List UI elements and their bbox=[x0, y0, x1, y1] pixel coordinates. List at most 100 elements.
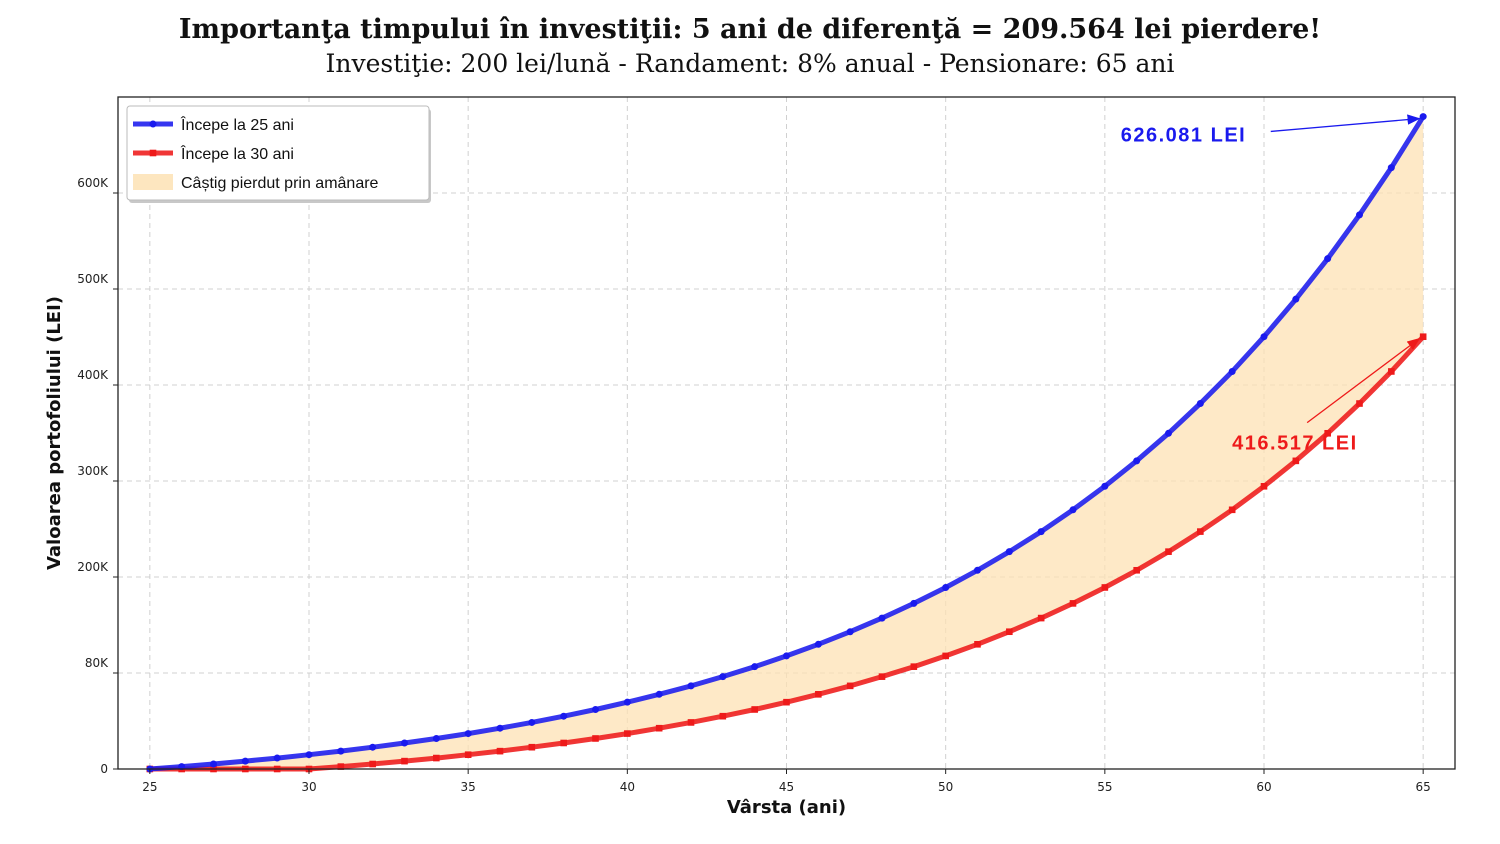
series-1-point bbox=[1196, 400, 1204, 408]
series-1-point bbox=[655, 690, 663, 698]
annotations: 626.081 LEI 416.517 LEI bbox=[1121, 114, 1421, 455]
series-1-point bbox=[910, 599, 918, 607]
series-2-point bbox=[815, 691, 822, 698]
series-2-point bbox=[942, 652, 949, 660]
x-tick-label: 55 bbox=[1097, 780, 1112, 794]
series-1-point bbox=[241, 757, 249, 765]
series-1-point bbox=[1260, 333, 1268, 341]
x-axis-label: Vârsta (ani) bbox=[727, 797, 846, 818]
y-tick-label: 500K bbox=[77, 272, 109, 286]
series-1-point bbox=[401, 739, 408, 747]
series-1-point bbox=[369, 743, 377, 751]
annotation-arrow-1 bbox=[1270, 114, 1421, 133]
series-2-point bbox=[1260, 482, 1268, 490]
series-2-point bbox=[910, 663, 918, 670]
y-tick-label: 0 bbox=[100, 762, 108, 776]
annotation-arrow-2 bbox=[1306, 337, 1421, 424]
series-1-point bbox=[1037, 528, 1045, 536]
legend: Începe la 25 ani Începe la 30 ani Câștig p… bbox=[126, 105, 431, 203]
series-1-point bbox=[210, 760, 217, 768]
series-1-point bbox=[337, 747, 345, 755]
series-2-point bbox=[1228, 506, 1236, 514]
series-1-point bbox=[623, 698, 631, 706]
x-tick-label: 65 bbox=[1416, 780, 1431, 794]
series-2-point bbox=[1165, 548, 1172, 555]
y-tick-label: 80K bbox=[85, 656, 109, 670]
annotation-label-2: 416.517 LEI bbox=[1232, 433, 1357, 455]
x-tick-label: 25 bbox=[142, 780, 157, 794]
chart-subtitle: Investiţie: 200 lei/lună - Randament: 8%… bbox=[325, 49, 1175, 78]
x-tick-label: 30 bbox=[301, 780, 316, 794]
series-1-point bbox=[1005, 548, 1013, 556]
series-layer bbox=[146, 113, 1427, 773]
axes: 25 30 35 40 45 50 55 60 65 0 80K 200K 300K 400K 500K 60… bbox=[44, 96, 1456, 818]
series-1-point bbox=[305, 751, 313, 759]
series-1-point bbox=[496, 724, 504, 732]
series-2-point bbox=[1069, 600, 1077, 607]
legend-fill-swatch bbox=[133, 174, 173, 190]
series-1-point bbox=[560, 712, 568, 720]
series-1-point bbox=[783, 652, 790, 660]
series-2-point bbox=[1101, 584, 1109, 591]
series-1-point bbox=[1356, 211, 1363, 219]
series-2-point bbox=[1388, 368, 1395, 375]
series-2-point bbox=[560, 739, 567, 747]
series-2-point bbox=[592, 735, 599, 742]
series-1-point bbox=[814, 640, 822, 648]
legend-series-1-marker bbox=[149, 120, 157, 128]
series-1-point bbox=[1419, 113, 1427, 121]
series-1-point bbox=[878, 614, 886, 622]
fill-area-layer bbox=[149, 116, 1424, 770]
series-1-point bbox=[974, 566, 981, 574]
series-1-point bbox=[1165, 429, 1172, 437]
series-2-point bbox=[1197, 528, 1204, 535]
series-2-point bbox=[369, 760, 376, 768]
series-2-point bbox=[337, 763, 345, 770]
series-1-point bbox=[1324, 255, 1332, 263]
series-1-point bbox=[1228, 367, 1236, 375]
series-1-point bbox=[846, 628, 854, 636]
annotation-label-1: 626.081 LEI bbox=[1121, 124, 1246, 146]
x-tick-label: 40 bbox=[620, 780, 635, 794]
series-1-point bbox=[1101, 482, 1109, 490]
series-2-point bbox=[655, 724, 663, 732]
series-2-point bbox=[687, 719, 695, 726]
legend-box bbox=[126, 105, 430, 201]
y-axis-label: Valoarea portofoliului (LEI) bbox=[44, 296, 65, 570]
x-tick-label: 60 bbox=[1256, 780, 1271, 794]
series-1-point bbox=[464, 730, 472, 738]
series-2-point bbox=[624, 730, 631, 737]
series-1-point bbox=[528, 718, 536, 726]
series-1-point bbox=[751, 663, 759, 671]
series-1-point bbox=[687, 682, 695, 690]
fill-between-area bbox=[149, 116, 1424, 770]
series-2-point bbox=[846, 682, 854, 690]
y-tick-label: 600K bbox=[77, 176, 109, 190]
series-2-point bbox=[528, 743, 536, 751]
series-2-point bbox=[974, 640, 981, 648]
series-2-point bbox=[751, 706, 758, 713]
series-1-point bbox=[273, 754, 281, 762]
series-1-point bbox=[1133, 457, 1141, 465]
series-2-point bbox=[1037, 614, 1045, 622]
series-1-point bbox=[719, 673, 727, 681]
series-2-point bbox=[1324, 429, 1331, 437]
series-2-point bbox=[496, 747, 504, 755]
series-2-point bbox=[1292, 457, 1300, 465]
y-tick-label: 200K bbox=[77, 560, 109, 574]
series-2-point bbox=[1006, 628, 1013, 636]
series-2-point bbox=[433, 754, 440, 762]
series-2-point bbox=[719, 712, 727, 720]
series-2-point bbox=[878, 673, 886, 680]
series-1-point bbox=[1292, 295, 1300, 303]
y-tick-label: 300K bbox=[77, 464, 109, 478]
series-1-point bbox=[1387, 164, 1395, 172]
series-1-point bbox=[942, 583, 950, 591]
legend-series-2-marker bbox=[149, 149, 157, 157]
legend-series-1-label: Începe la 25 ani bbox=[180, 115, 294, 134]
series-1-point bbox=[1069, 506, 1077, 514]
series-2-point bbox=[401, 757, 408, 765]
x-tick-label: 45 bbox=[779, 780, 794, 794]
series-1-point bbox=[432, 734, 440, 742]
